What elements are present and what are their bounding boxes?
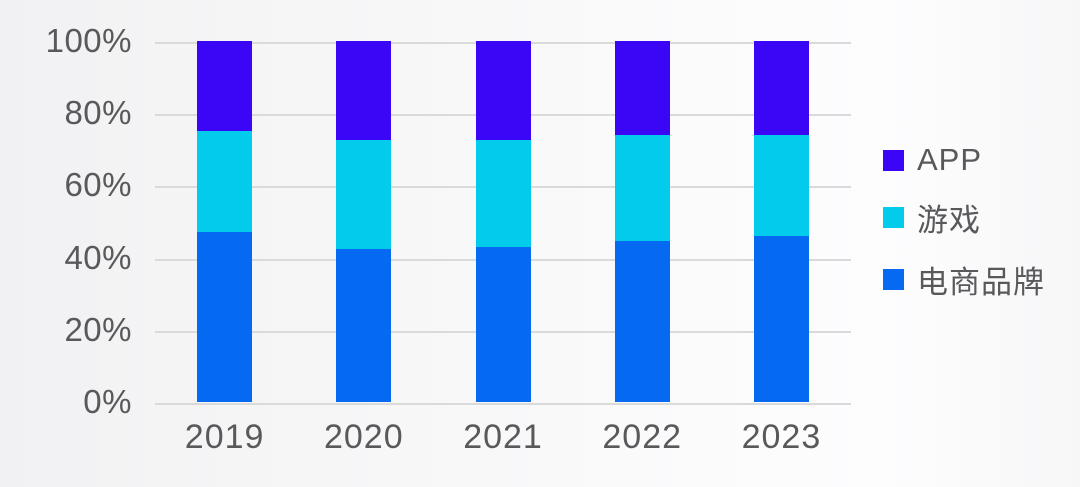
bar-2023 [753, 41, 809, 402]
legend-swatch-icon [883, 207, 904, 228]
bar-2021 [475, 41, 531, 402]
segment-APP-2023 [753, 41, 809, 135]
y-tick-label-20: 20% [64, 310, 132, 348]
x-tick-label-2022: 2022 [602, 418, 683, 456]
y-tick-label-60: 60% [64, 166, 132, 204]
bar-slot-2023 [712, 41, 851, 402]
x-tick-label-2019: 2019 [184, 418, 265, 456]
segment-游戏-2023 [753, 134, 809, 236]
segment-电商品牌-2020 [336, 248, 392, 402]
y-tick-label-80: 80% [64, 94, 132, 132]
legend-label-电商品牌: 电商品牌 [917, 265, 1045, 300]
x-tick-label-2023: 2023 [741, 418, 822, 456]
segment-APP-2022 [614, 41, 670, 135]
legend-item-电商品牌: 电商品牌 [883, 257, 1045, 302]
bar-2022 [614, 41, 670, 402]
x-axis: 2019 2020 2021 2022 2023 [155, 418, 851, 457]
segment-游戏-2019 [197, 131, 253, 233]
segment-电商品牌-2021 [475, 246, 531, 402]
gridline-0 [155, 403, 851, 405]
legend-item-APP: APP [883, 142, 1045, 178]
segment-游戏-2021 [475, 140, 531, 247]
chart-legend: APP 游戏电商品牌 [883, 142, 1045, 302]
y-tick-label-40: 40% [64, 238, 132, 276]
bar-2020 [336, 41, 392, 402]
legend-label-APP: APP [917, 142, 983, 177]
segment-电商品牌-2022 [614, 241, 670, 402]
bar-2019 [197, 41, 253, 402]
segment-电商品牌-2023 [753, 235, 809, 402]
legend-swatch-icon [883, 149, 904, 171]
segment-APP-2020 [336, 41, 392, 141]
segment-游戏-2020 [336, 140, 392, 249]
y-axis: 100% 80% 60% 40% 20% 0% [0, 24, 132, 418]
segment-游戏-2022 [614, 134, 670, 242]
legend-item-游戏: 游戏 [883, 195, 1045, 240]
plot-area [155, 41, 851, 405]
bars-container [155, 41, 851, 402]
segment-电商品牌-2019 [197, 232, 253, 402]
legend-label-游戏: 游戏 [917, 203, 981, 238]
y-tick-label-0: 0% [83, 382, 132, 420]
bar-slot-2020 [294, 41, 433, 402]
segment-APP-2021 [475, 41, 531, 141]
y-tick-label-100: 100% [45, 21, 132, 59]
segment-APP-2019 [197, 41, 253, 132]
legend-swatch-icon [883, 269, 904, 290]
x-tick-label-2020: 2020 [323, 418, 404, 456]
x-tick-label-2021: 2021 [463, 418, 543, 456]
bar-slot-2021 [433, 41, 572, 402]
bar-slot-2022 [573, 41, 712, 402]
bar-slot-2019 [155, 41, 294, 402]
